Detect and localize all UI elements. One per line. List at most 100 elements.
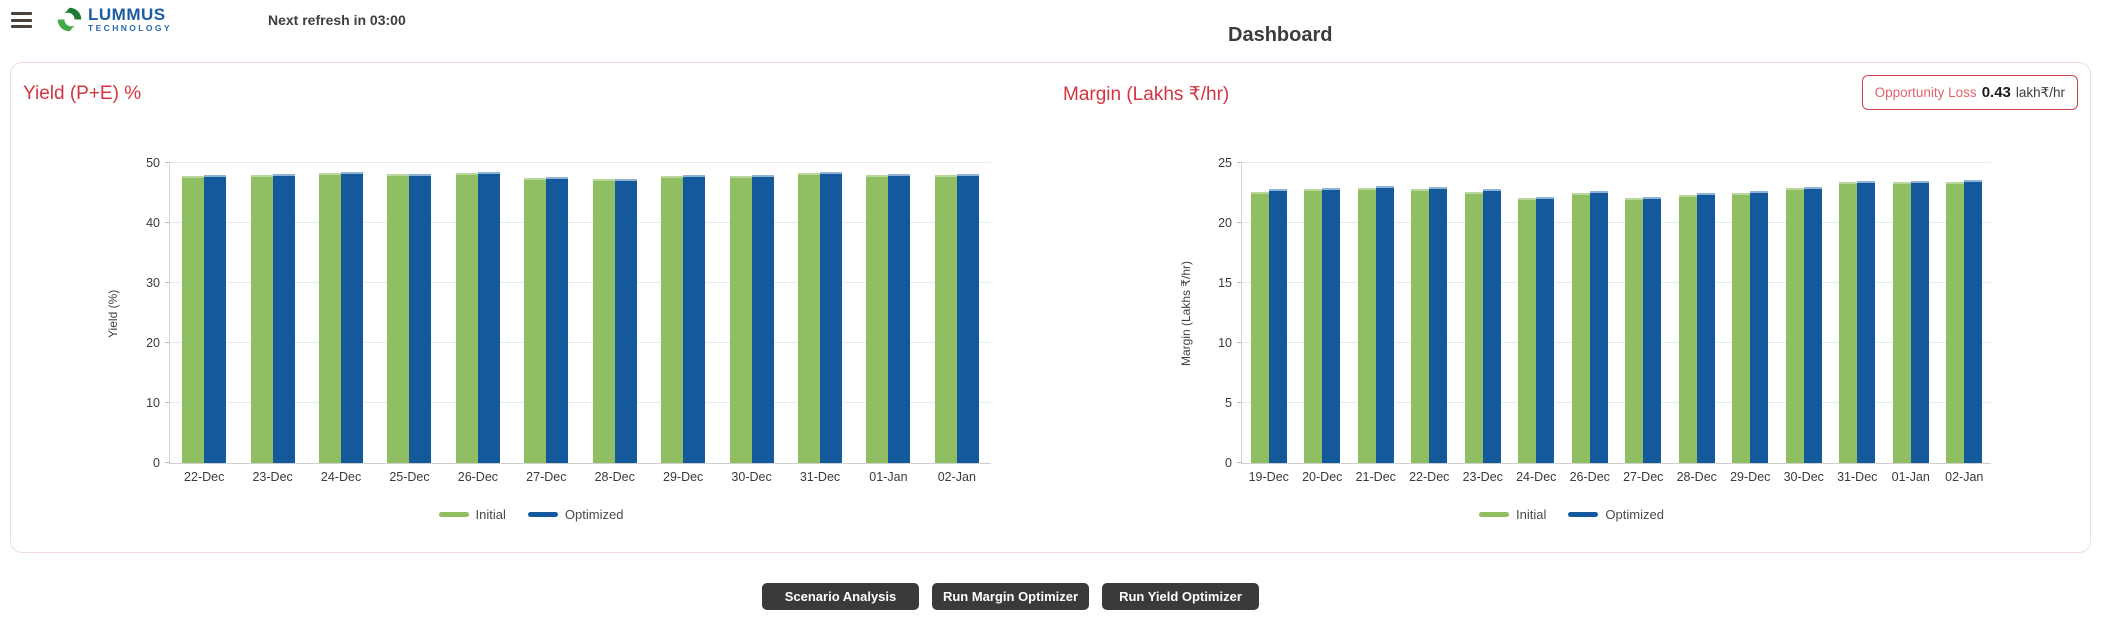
bar-optimized-21-Dec[interactable]: [1375, 185, 1394, 463]
bar-initial-23-Dec[interactable]: [1464, 191, 1483, 463]
bar-initial-30-Dec[interactable]: [729, 175, 752, 463]
bar-group-02-Jan: 02-Jan: [923, 164, 991, 484]
margin-y-axis-label: Margin (Lakhs ₹/hr): [1179, 261, 1193, 367]
bar-initial-30-Dec[interactable]: [1785, 188, 1804, 463]
bar-initial-29-Dec[interactable]: [661, 175, 684, 463]
bar-group-22-Dec: 22-Dec: [170, 164, 238, 484]
opportunity-loss-value: 0.43: [1981, 84, 2011, 101]
bar-optimized-23-Dec[interactable]: [1482, 189, 1501, 463]
bar-optimized-27-Dec[interactable]: [546, 177, 569, 463]
y-tick-mark: [165, 282, 170, 283]
bar-optimized-26-Dec[interactable]: [477, 172, 500, 463]
bar-initial-02-Jan[interactable]: [1946, 182, 1965, 463]
bar-group-24-Dec: 24-Dec: [1510, 164, 1564, 484]
x-tick-label: 23-Dec: [252, 470, 293, 484]
bar-optimized-20-Dec[interactable]: [1322, 188, 1341, 463]
y-tick-label: 10: [146, 396, 160, 410]
bar-group-27-Dec: 27-Dec: [512, 164, 580, 484]
bar-initial-22-Dec[interactable]: [182, 175, 205, 463]
x-tick-label: 22-Dec: [184, 470, 225, 484]
bar-initial-29-Dec[interactable]: [1732, 193, 1751, 463]
y-tick-label: 25: [1218, 156, 1232, 170]
bar-initial-28-Dec[interactable]: [592, 179, 615, 463]
bar-initial-21-Dec[interactable]: [1357, 188, 1376, 463]
y-tick-mark: [165, 342, 170, 343]
bar-initial-19-Dec[interactable]: [1250, 191, 1269, 463]
bar-initial-25-Dec[interactable]: [387, 174, 410, 463]
y-tick-mark: [165, 162, 170, 163]
bar-optimized-01-Jan[interactable]: [1910, 181, 1929, 463]
y-tick-label: 30: [146, 276, 160, 290]
bar-optimized-23-Dec[interactable]: [272, 174, 295, 463]
bar-optimized-29-Dec[interactable]: [683, 175, 706, 463]
legend-item-optimized[interactable]: Optimized: [527, 507, 623, 522]
x-tick-label: 31-Dec: [1837, 470, 1878, 484]
run-margin-optimizer-button[interactable]: Run Margin Optimizer: [932, 583, 1089, 610]
hamburger-menu-icon[interactable]: [11, 12, 32, 28]
bar-optimized-30-Dec[interactable]: [751, 175, 774, 463]
bar-optimized-24-Dec[interactable]: [341, 172, 364, 463]
bar-initial-31-Dec[interactable]: [1839, 182, 1858, 463]
bar-initial-28-Dec[interactable]: [1678, 195, 1697, 463]
bar-optimized-24-Dec[interactable]: [1536, 196, 1555, 463]
bar-initial-31-Dec[interactable]: [798, 172, 820, 463]
bar-group-29-Dec: 29-Dec: [1724, 164, 1778, 484]
y-tick-label: 20: [146, 336, 160, 350]
y-tick-mark: [165, 402, 170, 403]
x-tick-label: 02-Jan: [937, 470, 976, 484]
bar-optimized-29-Dec[interactable]: [1750, 190, 1769, 463]
legend-item-optimized[interactable]: Optimized: [1568, 507, 1664, 522]
bar-initial-23-Dec[interactable]: [250, 175, 273, 463]
bars-row: 22-Dec 23-Dec 24-Dec 25-Dec 26-Dec 27-Dec 28-D…: [170, 164, 991, 484]
y-tick-label: 0: [153, 456, 160, 470]
bar-group-02-Jan: 02-Jan: [1938, 164, 1992, 484]
bar-optimized-22-Dec[interactable]: [1429, 187, 1448, 463]
bar-optimized-26-Dec[interactable]: [1589, 190, 1608, 463]
bar-optimized-25-Dec[interactable]: [409, 173, 432, 463]
bar-initial-22-Dec[interactable]: [1411, 189, 1430, 463]
bar-optimized-28-Dec[interactable]: [1696, 193, 1715, 463]
x-tick-label: 23-Dec: [1462, 470, 1503, 484]
run-yield-optimizer-button[interactable]: Run Yield Optimizer: [1102, 583, 1259, 610]
bar-optimized-27-Dec[interactable]: [1643, 196, 1662, 463]
x-tick-label: 29-Dec: [1730, 470, 1771, 484]
legend-label: Initial: [1516, 507, 1547, 522]
bar-optimized-19-Dec[interactable]: [1268, 189, 1287, 463]
x-tick-label: 02-Jan: [1945, 470, 1984, 484]
bar-optimized-02-Jan[interactable]: [956, 173, 979, 463]
y-tick-label: 10: [1218, 336, 1232, 350]
x-tick-label: 27-Dec: [1623, 470, 1664, 484]
bar-initial-01-Jan[interactable]: [1892, 182, 1911, 463]
bar-initial-02-Jan[interactable]: [934, 175, 957, 463]
bar-optimized-31-Dec[interactable]: [820, 172, 842, 463]
scenario-analysis-button[interactable]: Scenario Analysis: [762, 583, 919, 610]
bar-optimized-22-Dec[interactable]: [204, 175, 227, 463]
bar-initial-24-Dec[interactable]: [319, 173, 342, 463]
bar-optimized-31-Dec[interactable]: [1857, 181, 1876, 463]
bar-group-31-Dec: 31-Dec: [786, 164, 854, 484]
bar-initial-27-Dec[interactable]: [524, 178, 547, 463]
bar-initial-26-Dec[interactable]: [1571, 193, 1590, 463]
x-tick-label: 25-Dec: [389, 470, 430, 484]
legend-item-initial[interactable]: Initial: [438, 507, 506, 522]
legend-item-initial[interactable]: Initial: [1479, 507, 1546, 522]
x-tick-label: 22-Dec: [1409, 470, 1450, 484]
bar-initial-27-Dec[interactable]: [1625, 197, 1644, 463]
bar-initial-20-Dec[interactable]: [1304, 189, 1323, 463]
bar-group-31-Dec: 31-Dec: [1831, 164, 1885, 484]
bar-optimized-28-Dec[interactable]: [614, 178, 637, 463]
bar-initial-24-Dec[interactable]: [1518, 197, 1537, 463]
x-tick-label: 28-Dec: [1676, 470, 1717, 484]
bar-optimized-30-Dec[interactable]: [1803, 187, 1822, 463]
bar-optimized-02-Jan[interactable]: [1964, 179, 1983, 463]
gridline: [170, 342, 991, 343]
bar-initial-26-Dec[interactable]: [455, 172, 478, 463]
logo-line2: TECHNOLOGY: [88, 23, 172, 33]
gridline: [170, 402, 991, 403]
bar-initial-01-Jan[interactable]: [866, 175, 889, 463]
y-tick-label: 5: [1225, 396, 1232, 410]
bar-optimized-01-Jan[interactable]: [888, 173, 911, 463]
bar-group-23-Dec: 23-Dec: [1456, 164, 1510, 484]
lummus-logo-text: LUMMUS TECHNOLOGY: [88, 6, 172, 33]
yield-chart-plot: 0 10 20 30 40 50 22-Dec 23-Dec 24-Dec 25-Dec 26-De…: [146, 156, 991, 484]
